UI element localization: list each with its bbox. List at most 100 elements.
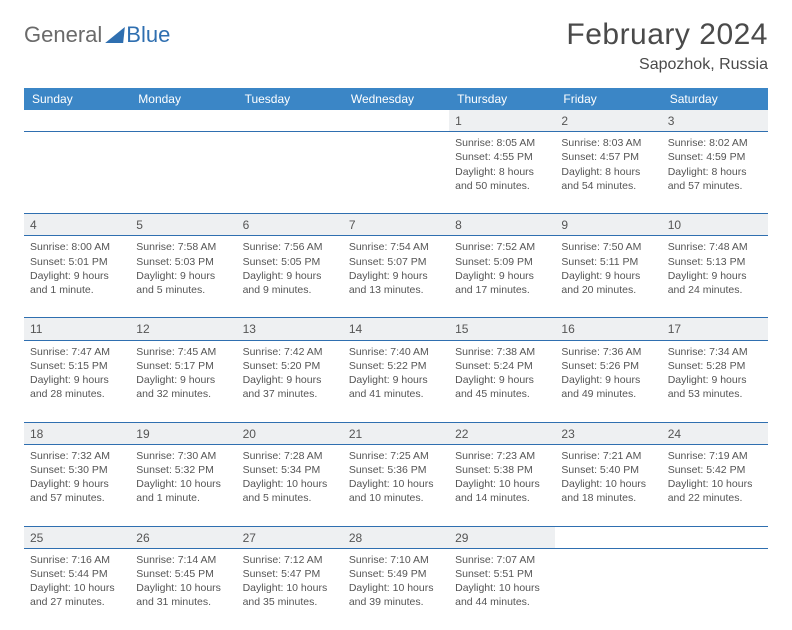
day-number-row: 2526272829 <box>24 526 768 548</box>
sunset-line: Sunset: 5:03 PM <box>136 255 230 269</box>
day-detail-cell: Sunrise: 7:16 AMSunset: 5:44 PMDaylight:… <box>24 548 130 630</box>
day-number-cell: 29 <box>449 526 555 548</box>
day-number-cell <box>555 526 661 548</box>
weekday-header: Saturday <box>662 88 768 110</box>
daylight-line: Daylight: 9 hours and 41 minutes. <box>349 373 443 401</box>
day-detail-cell: Sunrise: 7:19 AMSunset: 5:42 PMDaylight:… <box>662 444 768 526</box>
day-detail-row: Sunrise: 8:05 AMSunset: 4:55 PMDaylight:… <box>24 132 768 214</box>
day-detail-row: Sunrise: 7:47 AMSunset: 5:15 PM Daylight:… <box>24 340 768 422</box>
weekday-header: Monday <box>130 88 236 110</box>
day-detail-cell: Sunrise: 7:14 AMSunset: 5:45 PMDaylight:… <box>130 548 236 630</box>
daylight-line: Daylight: 10 hours and 31 minutes. <box>136 581 230 609</box>
sunrise-line: Sunrise: 7:32 AM <box>30 449 124 463</box>
sunrise-line: Sunrise: 7:52 AM <box>455 240 549 254</box>
day-detail-cell: Sunrise: 7:25 AMSunset: 5:36 PMDaylight:… <box>343 444 449 526</box>
daylight-line: Daylight: 10 hours and 27 minutes. <box>30 581 124 609</box>
day-detail-cell: Sunrise: 7:36 AMSunset: 5:26 PMDaylight:… <box>555 340 661 422</box>
logo-text-blue: Blue <box>126 22 170 48</box>
day-number-cell: 24 <box>662 422 768 444</box>
day-number-cell: 1 <box>449 110 555 132</box>
sunset-line: Sunset: 5:51 PM <box>455 567 549 581</box>
sunset-line: Sunset: 5:26 PM <box>561 359 655 373</box>
logo-sail-icon <box>105 27 125 43</box>
day-detail-cell: Sunrise: 7:21 AMSunset: 5:40 PMDaylight:… <box>555 444 661 526</box>
day-detail-cell: Sunrise: 8:00 AMSunset: 5:01 PMDaylight:… <box>24 236 130 318</box>
sunset-line: Sunset: 5:49 PM <box>349 567 443 581</box>
sunrise-line: Sunrise: 8:02 AM <box>668 136 762 150</box>
sunset-line: Sunset: 5:32 PM <box>136 463 230 477</box>
weekday-header: Friday <box>555 88 661 110</box>
day-detail-row: Sunrise: 7:16 AMSunset: 5:44 PMDaylight:… <box>24 548 768 630</box>
day-number-cell: 28 <box>343 526 449 548</box>
day-number-cell <box>237 110 343 132</box>
daylight-line: Daylight: 8 hours and 50 minutes. <box>455 165 549 193</box>
sunrise-line: Sunrise: 7:19 AM <box>668 449 762 463</box>
sunset-line: Sunset: 5:01 PM <box>30 255 124 269</box>
daylight-line: Daylight: 9 hours and 45 minutes. <box>455 373 549 401</box>
weekday-header-row: Sunday Monday Tuesday Wednesday Thursday… <box>24 88 768 110</box>
day-detail-cell <box>555 548 661 630</box>
day-number-cell: 3 <box>662 110 768 132</box>
sunrise-line: Sunrise: 7:23 AM <box>455 449 549 463</box>
day-detail-cell <box>662 548 768 630</box>
daylight-line: Daylight: 9 hours and 17 minutes. <box>455 269 549 297</box>
sunset-line: Sunset: 5:30 PM <box>30 463 124 477</box>
daylight-line: Daylight: 9 hours and 32 minutes. <box>136 373 230 401</box>
day-number-cell: 17 <box>662 318 768 340</box>
day-number-cell: 7 <box>343 214 449 236</box>
day-detail-cell: Sunrise: 7:12 AMSunset: 5:47 PMDaylight:… <box>237 548 343 630</box>
sunset-line: Sunset: 5:34 PM <box>243 463 337 477</box>
sunset-line: Sunset: 5:20 PM <box>243 359 337 373</box>
sunrise-line: Sunrise: 7:58 AM <box>136 240 230 254</box>
title-block: February 2024 Sapozhok, Russia <box>566 18 768 74</box>
sunrise-line: Sunrise: 7:16 AM <box>30 553 124 567</box>
daylight-line: Daylight: 10 hours and 22 minutes. <box>668 477 762 505</box>
day-detail-cell: Sunrise: 7:38 AMSunset: 5:24 PMDaylight:… <box>449 340 555 422</box>
day-detail-cell: Sunrise: 7:32 AMSunset: 5:30 PMDaylight:… <box>24 444 130 526</box>
day-detail-cell: Sunrise: 7:42 AMSunset: 5:20 PMDaylight:… <box>237 340 343 422</box>
day-number-row: 11121314151617 <box>24 318 768 340</box>
sunrise-line: Sunrise: 7:47 AM <box>30 345 124 359</box>
day-number-cell: 14 <box>343 318 449 340</box>
daylight-line: Daylight: 9 hours and 49 minutes. <box>561 373 655 401</box>
day-number-cell: 20 <box>237 422 343 444</box>
day-detail-cell: Sunrise: 7:34 AMSunset: 5:28 PMDaylight:… <box>662 340 768 422</box>
daylight-line: Daylight: 10 hours and 10 minutes. <box>349 477 443 505</box>
sunset-line: Sunset: 5:42 PM <box>668 463 762 477</box>
sunrise-line: Sunrise: 7:42 AM <box>243 345 337 359</box>
daylight-line: Daylight: 8 hours and 54 minutes. <box>561 165 655 193</box>
logo: General Blue <box>24 18 170 48</box>
sunrise-line: Sunrise: 8:03 AM <box>561 136 655 150</box>
weekday-header: Tuesday <box>237 88 343 110</box>
day-detail-cell <box>130 132 236 214</box>
day-detail-cell <box>24 132 130 214</box>
day-number-cell: 12 <box>130 318 236 340</box>
daylight-line: Daylight: 10 hours and 44 minutes. <box>455 581 549 609</box>
daylight-line: Daylight: 10 hours and 35 minutes. <box>243 581 337 609</box>
day-detail-row: Sunrise: 7:32 AMSunset: 5:30 PMDaylight:… <box>24 444 768 526</box>
sunrise-line: Sunrise: 8:05 AM <box>455 136 549 150</box>
sunrise-line: Sunrise: 7:12 AM <box>243 553 337 567</box>
daylight-line: Daylight: 9 hours and 57 minutes. <box>30 477 124 505</box>
daylight-line: Daylight: 9 hours and 37 minutes. <box>243 373 337 401</box>
month-title: February 2024 <box>566 18 768 52</box>
day-number-cell <box>343 110 449 132</box>
sunset-line: Sunset: 5:44 PM <box>30 567 124 581</box>
sunset-line: Sunset: 5:11 PM <box>561 255 655 269</box>
logo-text-general: General <box>24 22 102 48</box>
weekday-header: Sunday <box>24 88 130 110</box>
day-number-cell: 5 <box>130 214 236 236</box>
sunset-line: Sunset: 5:15 PM <box>30 359 124 373</box>
sunrise-line: Sunrise: 7:40 AM <box>349 345 443 359</box>
daylight-line: Daylight: 10 hours and 39 minutes. <box>349 581 443 609</box>
day-number-row: 123 <box>24 110 768 132</box>
sunset-line: Sunset: 4:57 PM <box>561 150 655 164</box>
weekday-header: Wednesday <box>343 88 449 110</box>
sunrise-line: Sunrise: 7:54 AM <box>349 240 443 254</box>
day-detail-cell: Sunrise: 7:07 AMSunset: 5:51 PMDaylight:… <box>449 548 555 630</box>
day-number-cell <box>24 110 130 132</box>
day-number-row: 18192021222324 <box>24 422 768 444</box>
day-detail-cell: Sunrise: 7:48 AMSunset: 5:13 PMDaylight:… <box>662 236 768 318</box>
day-number-cell: 16 <box>555 318 661 340</box>
sunset-line: Sunset: 5:28 PM <box>668 359 762 373</box>
